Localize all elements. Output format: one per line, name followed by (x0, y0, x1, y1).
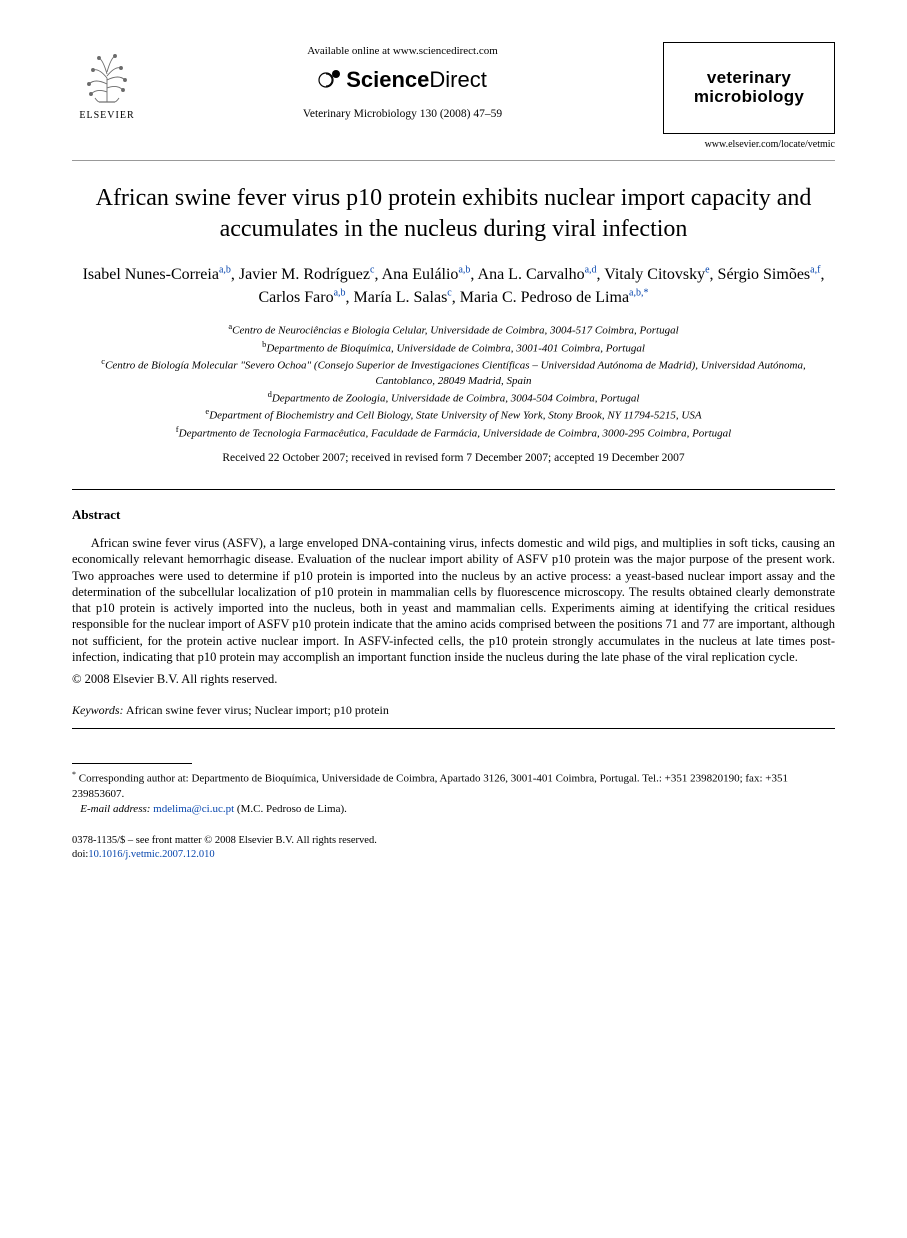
abstract-top-rule (72, 489, 835, 490)
sciencedirect-text: ScienceDirect (346, 65, 487, 95)
article-title: African swine fever virus p10 protein ex… (72, 183, 835, 245)
author-affil-link[interactable]: a,b (219, 265, 231, 276)
sciencedirect-logo: ScienceDirect (318, 65, 487, 95)
author-affil-link[interactable]: a,b,* (629, 288, 648, 299)
journal-box-line1: veterinary (694, 69, 804, 88)
author: Vitaly Citovskye (604, 266, 709, 283)
affiliation: cCentro de Biología Molecular "Severo Oc… (72, 356, 835, 388)
issn-line: 0378-1135/$ – see front matter © 2008 El… (72, 834, 835, 848)
journal-url: www.elsevier.com/locate/vetmic (663, 138, 835, 152)
author-list: Isabel Nunes-Correiaa,b, Javier M. Rodrí… (72, 263, 835, 309)
affiliation: bDepartmento de Bioquímica, Universidade… (72, 339, 835, 357)
header-rule (72, 160, 835, 161)
keywords-line: Keywords: African swine fever virus; Nuc… (72, 702, 835, 718)
sciencedirect-icon (318, 68, 342, 92)
footnote-rule (72, 763, 192, 764)
page-footer: 0378-1135/$ – see front matter © 2008 El… (72, 834, 835, 861)
publisher-logo: ELSEVIER (72, 42, 142, 123)
keywords-label: Keywords: (72, 703, 124, 717)
corresponding-author-footnote: * Corresponding author at: Departmento d… (72, 770, 835, 816)
affiliation: dDepartmento de Zoologia, Universidade d… (72, 389, 835, 407)
elsevier-tree-icon (76, 42, 138, 107)
author-affil-link[interactable]: c (447, 288, 451, 299)
author-affil-link[interactable]: a,b (458, 265, 470, 276)
author: Carlos Faroa,b (258, 289, 345, 306)
center-header: Available online at www.sciencedirect.co… (142, 42, 663, 122)
affiliation: eDepartment of Biochemistry and Cell Bio… (72, 406, 835, 424)
doi-link[interactable]: 10.1016/j.vetmic.2007.12.010 (88, 849, 214, 860)
author: Ana Eulálioa,b (382, 266, 471, 283)
author: Javier M. Rodríguezc (239, 266, 375, 283)
journal-column: veterinary microbiology www.elsevier.com… (663, 42, 835, 152)
keywords-text: African swine fever virus; Nuclear impor… (126, 703, 389, 717)
publisher-name: ELSEVIER (79, 109, 134, 123)
abstract-copyright: © 2008 Elsevier B.V. All rights reserved… (72, 671, 835, 688)
author-affil-link[interactable]: c (370, 265, 374, 276)
availability-line: Available online at www.sciencedirect.co… (307, 44, 498, 59)
abstract-body: African swine fever virus (ASFV), a larg… (72, 535, 835, 665)
author-affil-link[interactable]: a,d (585, 265, 597, 276)
article-dates: Received 22 October 2007; received in re… (72, 451, 835, 467)
author: Maria C. Pedroso de Limaa,b,* (460, 289, 649, 306)
author-affil-link[interactable]: a,b (334, 288, 346, 299)
author: Isabel Nunes-Correiaa,b (83, 266, 231, 283)
doi-label: doi: (72, 849, 88, 860)
footnote-email-link[interactable]: mdelima@ci.uc.pt (153, 803, 234, 815)
abstract-paragraph: African swine fever virus (ASFV), a larg… (72, 535, 835, 665)
citation: Veterinary Microbiology 130 (2008) 47–59 (303, 107, 502, 123)
footnote-corr-text: Corresponding author at: Departmento de … (72, 773, 788, 800)
affiliation: fDepartmento de Tecnologia Farmacêutica,… (72, 424, 835, 442)
author: María L. Salasc (354, 289, 452, 306)
keywords-bottom-rule (72, 728, 835, 729)
affiliation-list: aCentro de Neurociências e Biologia Celu… (72, 321, 835, 441)
author-affil-link[interactable]: e (705, 265, 709, 276)
footnote-email-suffix: (M.C. Pedroso de Lima). (237, 803, 347, 815)
journal-box: veterinary microbiology (663, 42, 835, 134)
abstract-heading: Abstract (72, 506, 835, 524)
author: Ana L. Carvalhoa,d (478, 266, 597, 283)
author: Sérgio Simõesa,f (718, 266, 821, 283)
author-affil-link[interactable]: a,f (810, 265, 820, 276)
affiliation: aCentro de Neurociências e Biologia Celu… (72, 321, 835, 339)
journal-box-line2: microbiology (694, 88, 804, 107)
footnote-email-label: E-mail address: (80, 803, 150, 815)
page-header: ELSEVIER Available online at www.science… (72, 42, 835, 152)
